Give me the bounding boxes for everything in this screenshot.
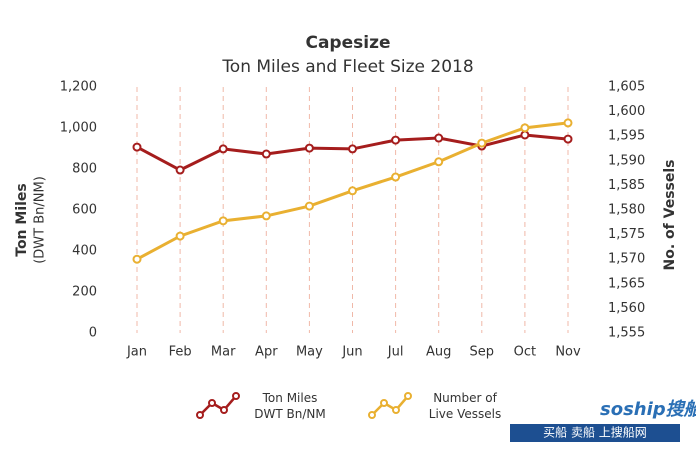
legend-icon-marker — [220, 406, 228, 414]
point-marker — [520, 130, 530, 140]
point-marker — [261, 149, 271, 159]
point-marker — [563, 134, 573, 144]
y2-tick-label: 1,575 — [608, 227, 645, 242]
y-tick-label: 1,200 — [60, 80, 97, 95]
point-marker — [348, 144, 357, 154]
legend-icon-marker — [368, 411, 376, 419]
legend-icon-marker — [196, 411, 204, 419]
y-axis-title: Ton Miles — [14, 183, 30, 257]
y2-axis-title: No. of Vessels — [662, 160, 678, 271]
x-tick-label: May — [296, 345, 323, 360]
point-marker — [477, 138, 487, 148]
legend-label: Number of Live Vessels — [428, 391, 502, 421]
y2-tick-label: 1,565 — [608, 276, 645, 291]
y2-tick-label: 1,605 — [608, 80, 645, 95]
legend-label: Ton Miles DWT Bn/NM — [254, 391, 326, 421]
x-tick-label: Jul — [387, 345, 404, 360]
legend-icon-marker — [392, 406, 400, 414]
x-tick-label: Aug — [426, 345, 451, 360]
y-tick-label: 0 — [89, 326, 97, 341]
x-tick-label: Nov — [555, 345, 581, 360]
watermark-bar — [510, 424, 680, 442]
point-marker — [218, 216, 228, 226]
legend-icon-marker — [404, 392, 412, 400]
point-marker — [261, 211, 271, 221]
point-marker — [175, 165, 185, 175]
point-marker — [348, 186, 357, 196]
point-marker — [391, 172, 401, 182]
point-marker — [175, 231, 185, 241]
x-tick-label: Apr — [255, 345, 278, 360]
y2-tick-label: 1,600 — [608, 104, 645, 119]
point-marker — [304, 201, 314, 211]
y2-tick-label: 1,595 — [608, 129, 645, 144]
y-axis-subtitle: (DWT Bn/NM) — [33, 176, 48, 264]
point-marker — [520, 123, 530, 133]
legend-icon-marker — [380, 399, 388, 407]
y2-tick-label: 1,585 — [608, 178, 645, 193]
point-marker — [434, 133, 444, 143]
point-marker — [132, 142, 142, 152]
y-tick-label: 1,000 — [60, 121, 97, 136]
x-tick-label: Jan — [126, 345, 147, 360]
y-tick-label: 600 — [72, 203, 97, 218]
watermark-logo: soship搜船 — [600, 399, 696, 420]
legend-icon-marker — [232, 392, 240, 400]
point-marker — [218, 144, 228, 154]
legend-icon-marker — [208, 399, 216, 407]
y2-tick-label: 1,580 — [608, 203, 645, 218]
y2-tick-label: 1,590 — [608, 153, 645, 168]
point-marker — [391, 135, 401, 145]
y2-tick-label: 1,560 — [608, 301, 645, 316]
point-marker — [304, 143, 314, 153]
y2-tick-label: 1,570 — [608, 252, 645, 267]
watermark-links: 买船 卖船 上搜船网 — [543, 425, 647, 440]
y-tick-label: 400 — [72, 244, 97, 259]
x-tick-label: Jun — [341, 345, 362, 360]
x-tick-label: Feb — [169, 345, 192, 360]
x-tick-label: Oct — [514, 345, 536, 360]
y-tick-label: 200 — [72, 285, 97, 300]
y-tick-label: 800 — [72, 162, 97, 177]
point-marker — [563, 118, 573, 128]
x-tick-label: Mar — [211, 345, 236, 360]
point-marker — [434, 157, 444, 167]
legend-icon-line — [199, 395, 237, 416]
y2-tick-label: 1,555 — [608, 326, 645, 341]
legend-icon-line — [371, 395, 409, 416]
chart-title: Capesize — [305, 33, 390, 53]
chart-subtitle: Ton Miles and Fleet Size 2018 — [221, 57, 473, 77]
x-tick-label: Sep — [470, 345, 495, 360]
point-marker — [132, 254, 142, 264]
